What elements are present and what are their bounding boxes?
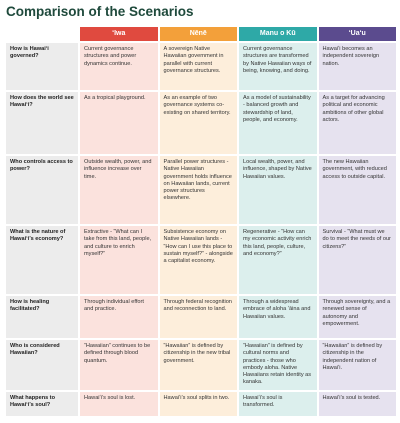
answer: Hawaiʻi becomes an independent sovereign… bbox=[318, 43, 396, 90]
answer: “Hawaiian” is defined by citizenship in … bbox=[159, 340, 237, 390]
answer: As a target for advancing political and … bbox=[318, 92, 396, 154]
question: What happens to Hawaiʻi’s soul? bbox=[6, 392, 78, 416]
question: How is Hawaiʻi governed? bbox=[6, 43, 78, 90]
answer: Survival - “What must we do to meet the … bbox=[318, 226, 396, 294]
answer: The new Hawaiian government, with reduce… bbox=[318, 156, 396, 224]
question: How does the world see Hawaiʻi? bbox=[6, 92, 78, 154]
answer: Subsistence economy on Native Hawaiian l… bbox=[159, 226, 237, 294]
answer: Parallel power structures - Native Hawai… bbox=[159, 156, 237, 224]
answer: Current governance structures and power … bbox=[80, 43, 158, 90]
answer: “Hawaiian” is defined by citizenship in … bbox=[318, 340, 396, 390]
answer: Local wealth, power, and influence, shap… bbox=[239, 156, 317, 224]
answer: “Hawaiian” is defined by cultural norms … bbox=[239, 340, 317, 390]
table-row: How is Hawaiʻi governed? Current governan… bbox=[6, 43, 396, 90]
column-header: ʻIwa bbox=[80, 27, 158, 41]
answer: Through sovereignty, and a renewed sense… bbox=[318, 296, 396, 338]
corner bbox=[6, 27, 78, 41]
column-header: Manu o Kū bbox=[239, 27, 317, 41]
question: Who is considered Hawaiian? bbox=[6, 340, 78, 390]
comparison-table: ʻIwa Nēnē Manu o Kū ʻUaʻu How is Hawaiʻi go… bbox=[4, 25, 398, 418]
answer: Extractive - “What can I take from this … bbox=[80, 226, 158, 294]
answer: Outside wealth, power, and influence inc… bbox=[80, 156, 158, 224]
question: How is healing facilitated? bbox=[6, 296, 78, 338]
table-row: How does the world see Hawaiʻi? As a trop… bbox=[6, 92, 396, 154]
table-body: How is Hawaiʻi governed? Current governan… bbox=[6, 43, 396, 416]
answer: A sovereign Native Hawaiian government i… bbox=[159, 43, 237, 90]
question: Who controls access to power? bbox=[6, 156, 78, 224]
answer: Through a widespread embrace of aloha ʻā… bbox=[239, 296, 317, 338]
column-header: ʻUaʻu bbox=[318, 27, 396, 41]
answer: As a model of sustainability - balanced … bbox=[239, 92, 317, 154]
answer: “Hawaiian” continues to be defined throu… bbox=[80, 340, 158, 390]
title: Comparison of the Scenarios bbox=[6, 4, 194, 19]
column-header: Nēnē bbox=[159, 27, 237, 41]
answer: As a tropical playground. bbox=[80, 92, 158, 154]
answer: Through federal recognition and reconnec… bbox=[159, 296, 237, 338]
answer: As an example of two governance systems … bbox=[159, 92, 237, 154]
question: What is the nature of Hawaiʻi’s economy? bbox=[6, 226, 78, 294]
answer: Hawaiʻi’s soul is lost. bbox=[80, 392, 158, 416]
answer: Regenerative - “How can my economic acti… bbox=[239, 226, 317, 294]
answer: Through individual effort and practice. bbox=[80, 296, 158, 338]
answer: Hawaiʻi’s soul splits in two. bbox=[159, 392, 237, 416]
table-row: How is healing facilitated? Through indiv… bbox=[6, 296, 396, 338]
table-row: What is the nature of Hawaiʻi’s economy?… bbox=[6, 226, 396, 294]
answer: Hawaiʻi’s soul is transformed. bbox=[239, 392, 317, 416]
table-row: Who controls access to power? Outside wea… bbox=[6, 156, 396, 224]
answer: Hawaiʻi’s soul is tested. bbox=[318, 392, 396, 416]
answer: Current governance structures are transf… bbox=[239, 43, 317, 90]
table-row: What happens to Hawaiʻi’s soul? Hawaiʻi’s… bbox=[6, 392, 396, 416]
table-row: Who is considered Hawaiian? “Hawaiian” co… bbox=[6, 340, 396, 390]
header-row: ʻIwa Nēnē Manu o Kū ʻUaʻu bbox=[6, 27, 396, 41]
